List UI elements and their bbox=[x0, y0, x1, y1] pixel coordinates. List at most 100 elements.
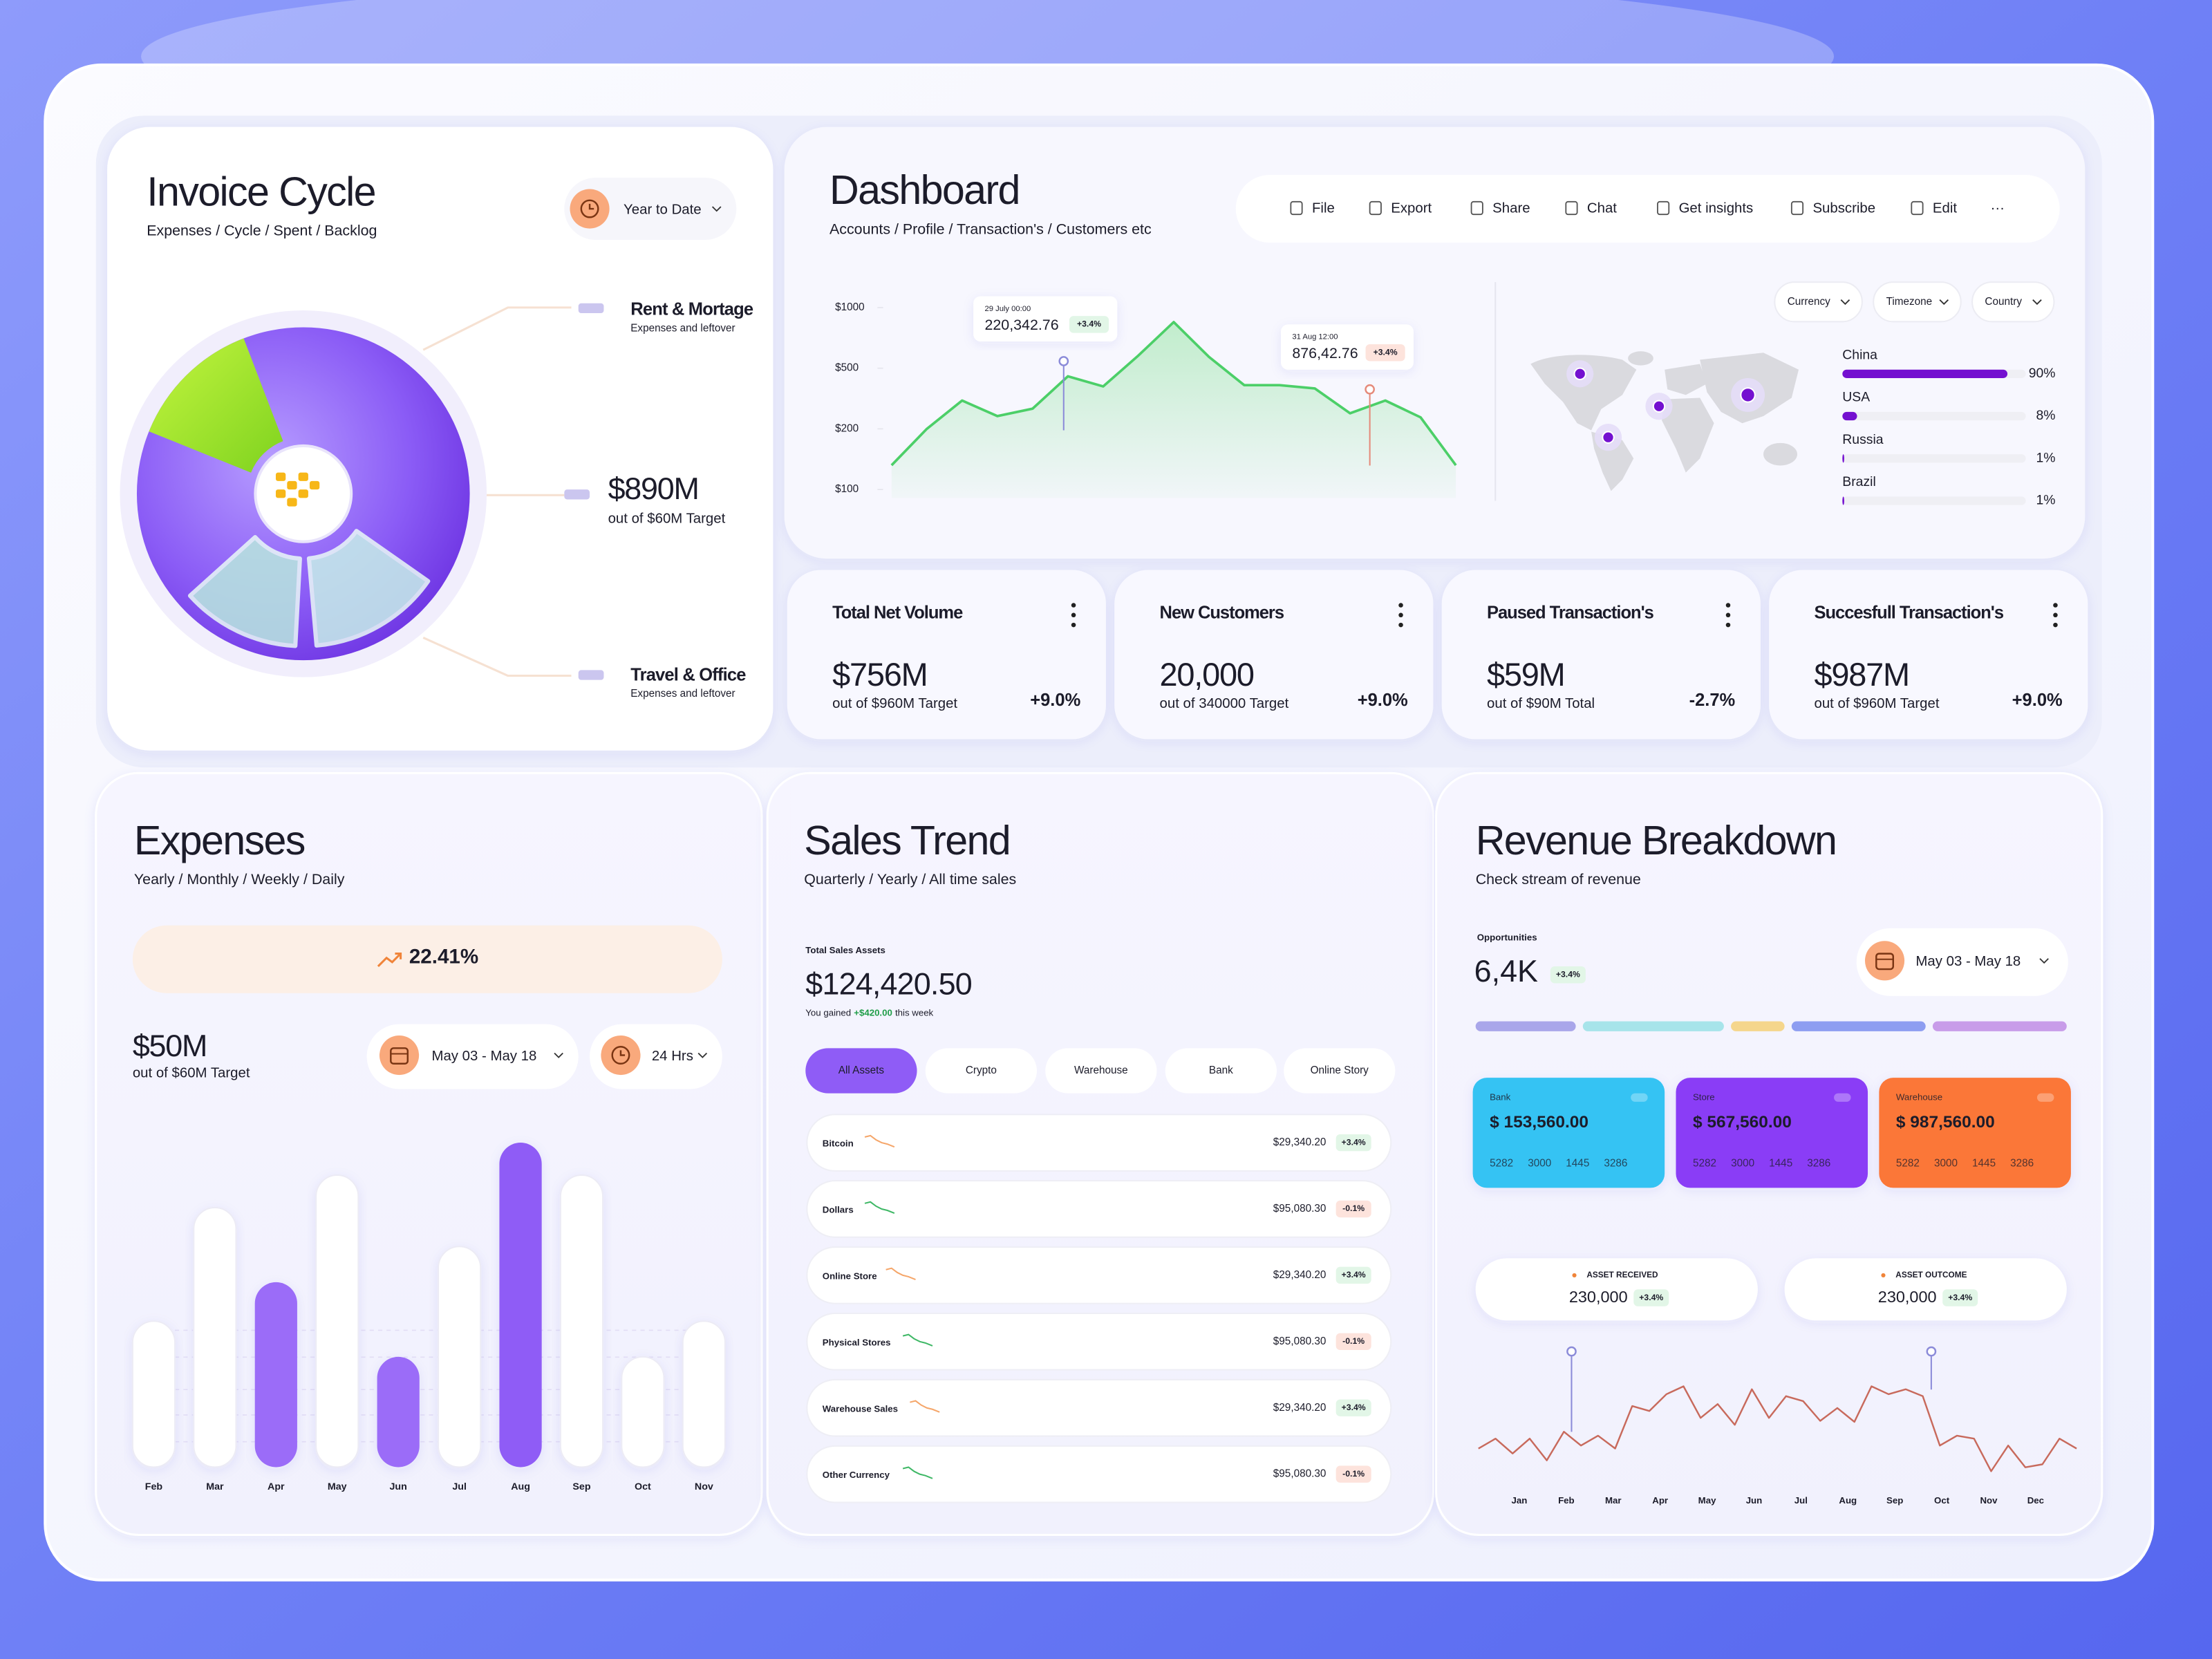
toolbar-item[interactable]: Get insights bbox=[1679, 200, 1754, 216]
chevron bbox=[554, 1052, 563, 1058]
invoice-total: $890M bbox=[608, 471, 699, 506]
badge bbox=[1942, 1289, 1978, 1306]
country-value: 8% bbox=[2036, 408, 2055, 423]
item-title: Rent & Mortage bbox=[630, 300, 753, 319]
toolbar-item[interactable]: Edit bbox=[1933, 200, 1957, 216]
x-tick-label: Sep bbox=[1886, 1495, 1903, 1506]
x-tick-label: Oct bbox=[635, 1481, 651, 1492]
asset-value: 230,000 bbox=[1878, 1288, 1937, 1306]
date-label[interactable]: May 03 - May 18 bbox=[1915, 954, 2021, 969]
toolbar-icon bbox=[1565, 200, 1578, 216]
stream-segment bbox=[1932, 1021, 2067, 1031]
clock-hands bbox=[588, 203, 594, 210]
tab[interactable] bbox=[1284, 1048, 1396, 1094]
badge bbox=[1335, 1465, 1371, 1483]
tab[interactable] bbox=[925, 1048, 1037, 1094]
marker-dot bbox=[1365, 384, 1375, 395]
x-tick-label: Oct bbox=[1934, 1495, 1950, 1506]
growth-value: 22.41% bbox=[409, 946, 478, 968]
badge bbox=[1335, 1266, 1371, 1284]
country-track bbox=[1842, 411, 2026, 421]
toolbar bbox=[1235, 175, 2060, 243]
country-label: Russia bbox=[1842, 432, 1883, 447]
row-amount: $29,340.20 bbox=[1273, 1269, 1327, 1281]
gain-note: You gained +$420.00 this week bbox=[805, 1007, 933, 1018]
clock-icon bbox=[580, 199, 599, 218]
toolbar-item[interactable]: Subscribe bbox=[1812, 200, 1875, 216]
badge-text: +3.4% bbox=[1556, 969, 1580, 979]
tag bbox=[578, 303, 604, 314]
x-tick-label: Aug bbox=[511, 1481, 530, 1492]
kpi-change: +9.0% bbox=[1358, 691, 1408, 710]
stream-segment bbox=[1475, 1021, 1576, 1031]
card-title: Expenses bbox=[134, 817, 305, 863]
glass-slice bbox=[306, 529, 431, 648]
card-name: Warehouse bbox=[1896, 1091, 1942, 1102]
card-digits: 5282 bbox=[1896, 1158, 1920, 1170]
card-amount: $ 567,560.00 bbox=[1693, 1113, 1792, 1132]
period-label: Year to Date bbox=[624, 202, 702, 217]
tooltip-date: 31 Aug 12:00 bbox=[1292, 333, 1338, 341]
badge bbox=[1365, 344, 1405, 362]
row-name: Online Store bbox=[823, 1271, 877, 1281]
logo-block bbox=[287, 498, 297, 507]
tag bbox=[564, 489, 590, 500]
kpi-value: $987M bbox=[1814, 657, 1909, 693]
chevron bbox=[1840, 299, 1850, 306]
filter-label[interactable]: Country bbox=[1985, 296, 2022, 308]
row-name: Physical Stores bbox=[823, 1337, 891, 1347]
sparkline bbox=[885, 1267, 916, 1280]
connector bbox=[422, 306, 572, 351]
toolbar-icon bbox=[1657, 200, 1670, 216]
menu-dot bbox=[1398, 612, 1403, 618]
bar bbox=[499, 1143, 542, 1468]
filter-label[interactable]: Currency bbox=[1788, 296, 1830, 308]
toolbar-item[interactable]: File bbox=[1312, 200, 1335, 216]
tooltip-date: 29 July 00:00 bbox=[984, 305, 1031, 313]
toolbar-item[interactable]: Share bbox=[1492, 200, 1530, 216]
row-amount: $95,080.30 bbox=[1273, 1468, 1327, 1480]
x-tick-label: Mar bbox=[1605, 1495, 1622, 1506]
row-name: Bitcoin bbox=[823, 1138, 854, 1149]
menu-dot bbox=[1725, 612, 1731, 618]
toolbar-item[interactable]: Chat bbox=[1587, 200, 1617, 216]
tab[interactable] bbox=[1045, 1048, 1157, 1094]
map-pin bbox=[1740, 387, 1756, 403]
expenses-total: $50M bbox=[133, 1028, 207, 1063]
country-label: USA bbox=[1842, 390, 1870, 405]
date-pill bbox=[1856, 928, 2068, 996]
bar bbox=[131, 1320, 176, 1468]
filter-label[interactable]: Timezone bbox=[1886, 296, 1933, 308]
toolbar-item[interactable]: Export bbox=[1391, 200, 1432, 216]
card-digits: 3000 bbox=[1934, 1158, 1958, 1170]
menu-dot bbox=[1398, 622, 1403, 628]
menu-dot bbox=[2053, 622, 2058, 628]
logo-block bbox=[275, 489, 286, 498]
x-tick-label: May bbox=[1698, 1495, 1716, 1506]
gain-amount: +$420.00 bbox=[854, 1007, 892, 1018]
x-tick-label: Feb bbox=[1558, 1495, 1575, 1506]
clock-hands bbox=[619, 1050, 626, 1056]
tab[interactable] bbox=[1165, 1048, 1277, 1094]
tab-label: Bank bbox=[1209, 1065, 1233, 1076]
map-land bbox=[1665, 364, 1707, 395]
x-tick-label: Dec bbox=[2027, 1495, 2044, 1506]
sales-label: Total Sales Assets bbox=[805, 945, 885, 955]
interval-label[interactable]: 24 Hrs bbox=[652, 1049, 693, 1064]
badge bbox=[1633, 1289, 1669, 1306]
menu-dot bbox=[1071, 622, 1076, 628]
tab[interactable] bbox=[805, 1048, 917, 1094]
sparkline bbox=[864, 1201, 895, 1215]
card-digits: 3000 bbox=[1528, 1158, 1551, 1170]
sparkline bbox=[864, 1134, 895, 1148]
card-title: Invoice Cycle bbox=[147, 168, 375, 214]
date-label[interactable]: May 03 - May 18 bbox=[431, 1049, 536, 1064]
badge bbox=[1550, 966, 1586, 984]
card-digits: 5282 bbox=[1490, 1158, 1513, 1170]
kpi-note: out of 340000 Target bbox=[1160, 696, 1289, 711]
card-digits: 3286 bbox=[2010, 1158, 2034, 1170]
kpi-title: Succesfull Transaction's bbox=[1814, 603, 2003, 622]
toolbar-item[interactable]: ··· bbox=[1991, 200, 2005, 216]
x-tick-label: Nov bbox=[1980, 1495, 1998, 1506]
